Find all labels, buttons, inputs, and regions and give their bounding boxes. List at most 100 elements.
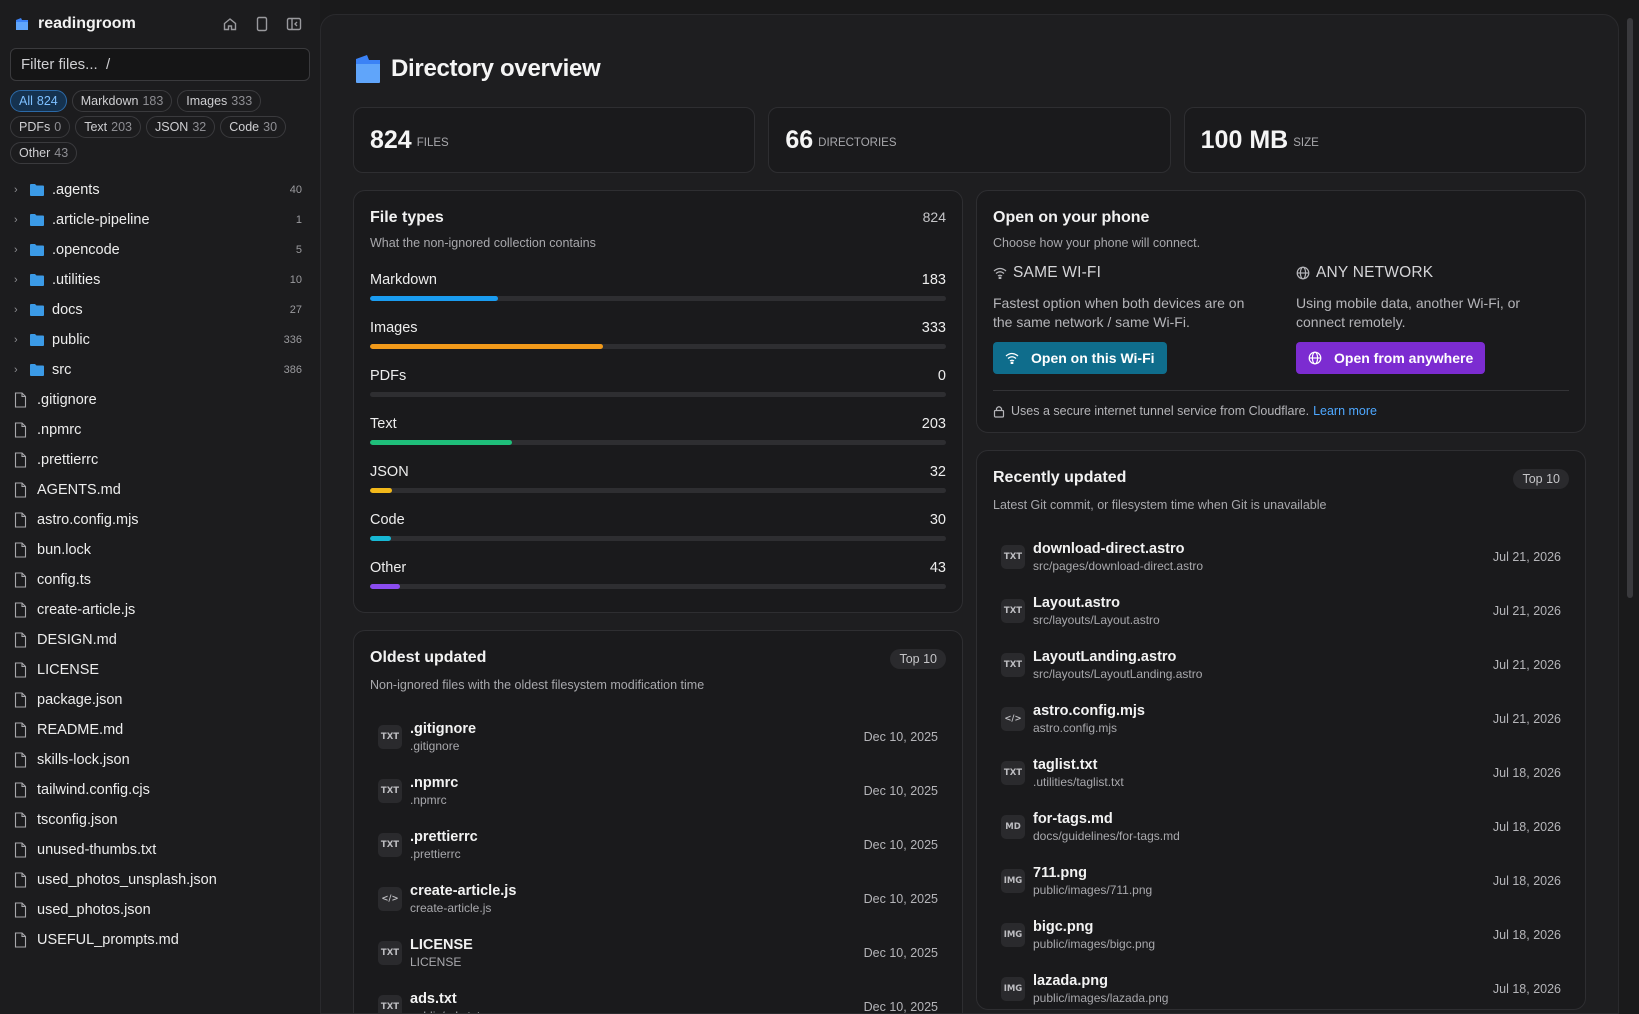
recently-updated-title: Recently updated [993,469,1127,486]
file-row[interactable]: USEFUL_prompts.md [10,925,310,955]
chip-label: All [19,94,33,108]
folder-count: 40 [289,184,302,196]
page-title: Directory overview [391,55,601,82]
any-network-heading: ANY NETWORK [1316,264,1434,281]
recent-top-badge: Top 10 [1513,469,1569,489]
file-row[interactable]: tsconfig.json [10,805,310,835]
learn-more-link[interactable]: Learn more [1313,404,1377,418]
file-item-path: .prettierrc [410,847,461,861]
file-type-row-text: Text 203 [370,406,946,454]
left-column: File types 824 What the non-ignored coll… [353,190,963,1013]
folder-name: .opencode [52,242,120,258]
file-row[interactable]: README.md [10,715,310,745]
file-type-badge: TXT [378,833,402,857]
file-list-item[interactable]: TXT .gitignore .gitignore Dec 10, 2025 [370,710,946,764]
filter-chip-json[interactable]: JSON 32 [146,116,216,138]
folder-row[interactable]: › src 386 [10,355,310,385]
scrollbar[interactable] [1627,18,1633,598]
filter-chip-all[interactable]: All 824 [10,90,67,112]
folder-open-icon [356,55,380,83]
file-type-badge: TXT [378,941,402,965]
file-list-item[interactable]: MD for-tags.md docs/guidelines/for-tags.md… [993,800,1569,854]
file-list-item[interactable]: TXT .npmrc .npmrc Dec 10, 2025 [370,764,946,818]
file-name: .gitignore [37,392,97,408]
file-list-item[interactable]: TXT LICENSE LICENSE Dec 10, 2025 [370,926,946,980]
file-type-bar-track [370,344,946,349]
phone-icon[interactable] [246,10,278,38]
wifi-icon [993,267,1007,279]
chip-count: 43 [54,146,69,160]
open-from-anywhere-button[interactable]: Open from anywhere [1296,342,1486,374]
file-item-date: Jul 21, 2026 [1492,550,1561,564]
folder-row[interactable]: › .utilities 10 [10,265,310,295]
open-on-wifi-button[interactable]: Open on this Wi-Fi [993,342,1167,374]
file-row[interactable]: .prettierrc [10,445,310,475]
chevron-right-icon[interactable]: › [14,364,18,376]
file-row[interactable]: config.ts [10,565,310,595]
chevron-right-icon[interactable]: › [14,334,18,346]
file-type-count: 203 [921,416,946,432]
file-list-item[interactable]: TXT download-direct.astro src/pages/downlo… [993,530,1569,584]
stat-value: 824 [370,125,412,154]
file-list-item[interactable]: IMG lazada.png public/images/lazada.png Jul… [993,962,1569,1013]
filter-chip-images[interactable]: Images 333 [177,90,262,112]
home-icon[interactable] [214,10,246,38]
file-row[interactable]: .npmrc [10,415,310,445]
file-type-bar-fill [370,584,400,589]
chevron-right-icon[interactable]: › [14,244,18,256]
sidebar-header: readingroom [10,0,310,48]
file-list-item[interactable]: </> create-article.js create-article.js Dec… [370,872,946,926]
file-row[interactable]: skills-lock.json [10,745,310,775]
filter-files-input[interactable] [21,56,299,73]
filter-chip-markdown[interactable]: Markdown 183 [71,90,173,112]
file-row[interactable]: package.json [10,685,310,715]
file-row[interactable]: astro.config.mjs [10,505,310,535]
file-type-count: 0 [937,368,946,384]
file-type-count: 183 [921,272,946,288]
any-network-description: Using mobile data, another Wi-Fi, or con… [1296,295,1521,330]
file-list-item[interactable]: TXT taglist.txt .utilities/taglist.txt Jul … [993,746,1569,800]
file-row[interactable]: .gitignore [10,385,310,415]
file-row[interactable]: LICENSE [10,655,310,685]
file-row[interactable]: create-article.js [10,595,310,625]
folder-row[interactable]: › .article-pipeline 1 [10,205,310,235]
stat-label: SIZE [1293,137,1319,149]
file-row[interactable]: AGENTS.md [10,475,310,505]
filter-chip-code[interactable]: Code 30 [220,116,287,138]
folder-row[interactable]: › docs 27 [10,295,310,325]
secure-tunnel-note: Uses a secure internet tunnel service fr… [993,404,1569,418]
file-name: package.json [37,692,123,708]
chevron-right-icon[interactable]: › [14,214,18,226]
file-row[interactable]: DESIGN.md [10,625,310,655]
chip-count: 203 [111,120,132,134]
file-list-item[interactable]: TXT LayoutLanding.astro src/layouts/Layout… [993,638,1569,692]
file-type-label: Markdown [370,272,437,288]
file-icon [14,542,27,558]
file-list-item[interactable]: IMG bigc.png public/images/bigc.png Jul 18,… [993,908,1569,962]
filter-chip-text[interactable]: Text 203 [75,116,141,138]
chevron-right-icon[interactable]: › [14,184,18,196]
file-row[interactable]: tailwind.config.cjs [10,775,310,805]
folder-row[interactable]: › .agents 40 [10,175,310,205]
file-row[interactable]: used_photos_unsplash.json [10,865,310,895]
file-type-filter-chips: All 824 Markdown 183 Images 333 PDFs 0 Text 203 JS… [10,90,300,164]
file-row[interactable]: used_photos.json [10,895,310,925]
filter-chip-pdfs[interactable]: PDFs 0 [10,116,71,138]
file-list-item[interactable]: IMG 711.png public/images/711.png Jul 18, 2… [993,854,1569,908]
folder-row[interactable]: › public 336 [10,325,310,355]
filter-chip-other[interactable]: Other 43 [10,142,78,164]
collapse-sidebar-icon[interactable] [278,10,310,38]
folder-icon [30,214,44,226]
file-row[interactable]: unused-thumbs.txt [10,835,310,865]
file-row[interactable]: bun.lock [10,535,310,565]
chevron-right-icon[interactable]: › [14,304,18,316]
file-list-item[interactable]: </> astro.config.mjs astro.config.mjs Jul 2… [993,692,1569,746]
chevron-right-icon[interactable]: › [14,274,18,286]
filter-files-field[interactable] [10,48,310,81]
file-item-path: public/ads.txt [410,1009,864,1013]
folder-row[interactable]: › .opencode 5 [10,235,310,265]
file-list-item[interactable]: TXT .prettierrc .prettierrc Dec 10, 2025 [370,818,946,872]
recent-file-list: TXT download-direct.astro src/pages/downlo… [993,530,1569,1013]
file-list-item[interactable]: TXT Layout.astro src/layouts/Layout.astro J… [993,584,1569,638]
